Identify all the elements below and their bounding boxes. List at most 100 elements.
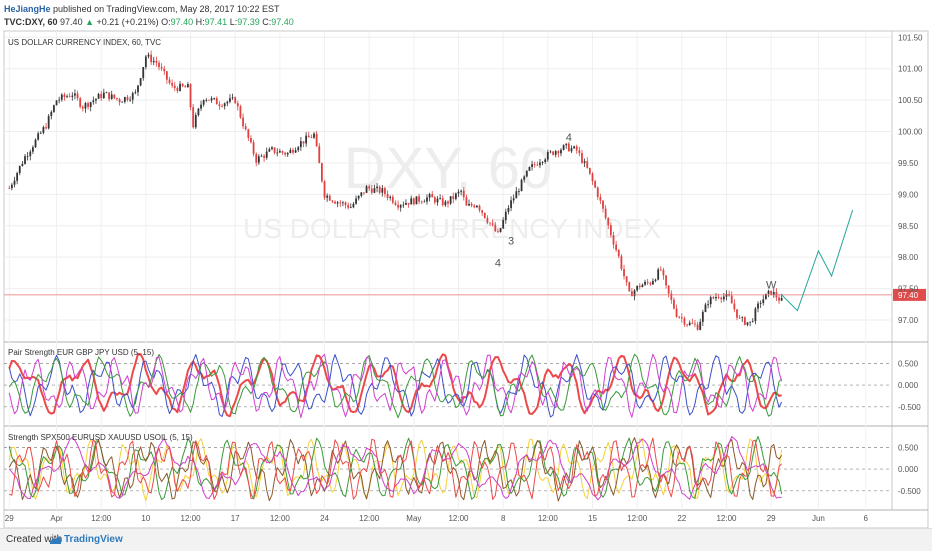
candle-body (179, 83, 181, 91)
candle-body (26, 156, 29, 157)
candle-body (89, 102, 92, 107)
candle-body (260, 155, 263, 157)
candle-body (244, 126, 247, 130)
candle-body (313, 133, 315, 138)
candle-body (533, 164, 536, 166)
candle-body (457, 191, 460, 194)
candle-body (544, 159, 547, 162)
candle-body (426, 197, 428, 202)
candle-body (108, 92, 110, 100)
time-tick-label: 29 (767, 514, 776, 523)
candle-body (234, 97, 237, 104)
candle-body (55, 100, 58, 106)
candle-body (344, 202, 347, 206)
candle-body (536, 164, 539, 166)
time-tick-label: 12:00 (359, 514, 380, 523)
author-link[interactable]: HeJiangHe (4, 4, 51, 14)
candle-body (76, 93, 79, 99)
candle-body (541, 161, 544, 163)
candle-body (667, 285, 670, 294)
candle-body (152, 60, 155, 63)
candle-body (494, 224, 497, 232)
candle-body (665, 275, 667, 286)
candle-body (751, 321, 754, 322)
candle-body (215, 98, 218, 105)
low-label: L: (229, 17, 238, 27)
candle-body (81, 106, 84, 109)
candle-body (347, 205, 350, 208)
candle-body (462, 190, 465, 198)
candle-body (696, 324, 699, 330)
tradingview-link[interactable]: TradingView (64, 534, 123, 545)
osc-tick-label: -0.500 (898, 487, 921, 496)
candle-body (281, 151, 284, 153)
candle-body (92, 100, 95, 103)
candle-body (581, 153, 583, 163)
candle-body (554, 151, 557, 155)
candle-body (200, 104, 202, 109)
candle-body (365, 186, 368, 193)
candle-body (573, 146, 576, 149)
candle-body (652, 281, 654, 285)
close-label: C: (262, 17, 272, 27)
candle-body (730, 295, 733, 304)
candle-body (229, 98, 231, 102)
candle-body (717, 297, 720, 298)
candle-body (638, 285, 641, 288)
candle-body (284, 152, 287, 155)
candle-body (31, 147, 34, 152)
candle-body (336, 202, 339, 204)
candle-body (699, 321, 702, 330)
wave-label: 3 (508, 236, 514, 248)
high-value: 97.41 (204, 17, 228, 27)
candle-body (34, 139, 37, 148)
candle-body (397, 204, 399, 208)
candle-body (236, 103, 239, 107)
chart-svg[interactable]: DXY, 60 US DOLLAR CURRENCY INDEX 434W97.… (0, 0, 932, 528)
candle-body (599, 197, 602, 201)
candle-body (297, 147, 300, 151)
candle-body (357, 195, 360, 199)
candle-body (733, 303, 736, 310)
wave-label: W (766, 280, 777, 292)
candle-body (772, 292, 775, 295)
candle-body (725, 293, 728, 297)
candle-body (780, 297, 783, 301)
candle-body (712, 297, 715, 299)
candle-body (247, 129, 250, 138)
candle-body (604, 208, 607, 218)
candle-body (263, 155, 265, 158)
candle-body (84, 103, 87, 109)
projection-path[interactable] (781, 209, 854, 312)
time-tick-label: 10 (141, 514, 150, 523)
candle-body (749, 321, 752, 323)
candle-body (320, 163, 323, 182)
candle-body (302, 141, 305, 144)
candle-body (231, 97, 234, 99)
candle-body (405, 202, 407, 205)
wave-label: 4 (566, 132, 572, 144)
candle-body (764, 293, 767, 300)
candle-body (499, 228, 502, 233)
candle-body (612, 235, 615, 245)
footer-bar: Created with TradingView (0, 528, 932, 551)
candle-body (318, 146, 321, 164)
candle-body (189, 84, 192, 108)
candle-body (770, 290, 773, 295)
candle-body (628, 282, 631, 292)
time-tick-label: May (406, 514, 421, 523)
candle-body (71, 95, 74, 97)
candle-body (757, 303, 759, 309)
candle-body (160, 67, 163, 69)
candle-body (276, 152, 279, 154)
osc-series-line (8, 436, 782, 501)
candle-body (552, 151, 554, 155)
candle-body (116, 98, 118, 100)
candle-body (360, 192, 363, 196)
candle-body (688, 322, 691, 326)
created-with-text: Created with (6, 534, 63, 545)
candle-body (305, 135, 308, 144)
candle-body (583, 161, 586, 163)
candle-body (767, 290, 770, 294)
price-tick-label: 101.00 (898, 65, 923, 74)
